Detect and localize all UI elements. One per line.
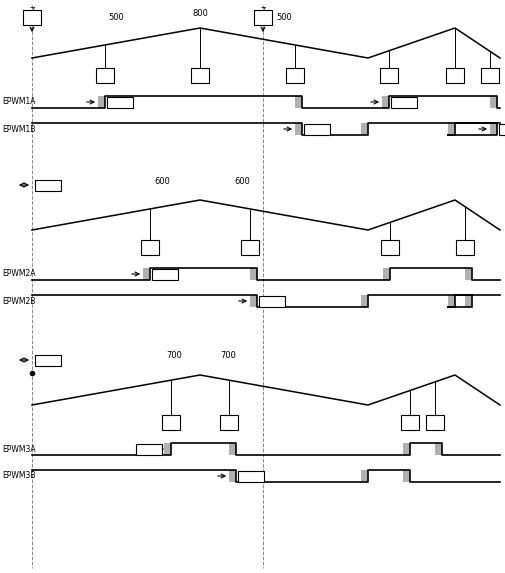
Text: RED: RED <box>141 445 157 453</box>
Text: EPWM2B: EPWM2B <box>2 296 35 305</box>
Bar <box>380 240 398 255</box>
Bar <box>402 443 409 455</box>
Bar <box>285 68 304 83</box>
Bar <box>447 295 454 307</box>
Text: 700: 700 <box>166 351 182 360</box>
Text: EPWM3B: EPWM3B <box>2 472 35 481</box>
Bar <box>381 96 388 108</box>
Text: FED: FED <box>243 472 258 481</box>
Bar <box>249 268 257 280</box>
Text: CA: CA <box>485 70 493 74</box>
Text: CA: CA <box>245 242 254 247</box>
Bar <box>447 123 454 135</box>
Text: Z: Z <box>260 7 265 17</box>
Bar <box>455 240 473 255</box>
Bar <box>294 96 301 108</box>
Bar <box>294 123 301 135</box>
Text: CA: CA <box>166 417 175 422</box>
Bar <box>434 443 441 455</box>
Bar <box>152 269 178 280</box>
Text: FED: FED <box>264 296 279 305</box>
Bar <box>190 68 209 83</box>
Text: CA: CA <box>460 242 468 247</box>
Bar <box>379 68 397 83</box>
Bar <box>402 470 409 482</box>
Text: I: I <box>262 14 264 23</box>
Text: CA: CA <box>145 242 154 247</box>
Text: RED: RED <box>157 269 173 278</box>
Text: Z: Z <box>29 7 34 17</box>
Text: EPWM1A: EPWM1A <box>2 97 35 107</box>
Text: P
A: P A <box>197 69 201 80</box>
Bar <box>425 415 443 430</box>
Text: FED: FED <box>503 124 505 134</box>
Text: 800: 800 <box>192 10 208 18</box>
Text: EPWM2A: EPWM2A <box>2 269 35 278</box>
Bar <box>360 123 367 135</box>
Text: I: I <box>31 14 33 23</box>
Text: Φ3=0: Φ3=0 <box>37 355 59 364</box>
Text: 700: 700 <box>220 351 235 360</box>
Bar <box>98 96 105 108</box>
Text: CA: CA <box>224 417 233 422</box>
Text: EPWM1B: EPWM1B <box>2 124 35 134</box>
Text: 500: 500 <box>276 14 291 22</box>
Text: 500: 500 <box>108 14 124 22</box>
Text: 600: 600 <box>154 176 170 186</box>
Text: RED: RED <box>112 97 128 107</box>
Bar <box>229 470 235 482</box>
Bar <box>164 443 171 455</box>
Bar <box>220 415 237 430</box>
Bar <box>240 240 259 255</box>
Bar <box>143 268 149 280</box>
Text: CA: CA <box>384 70 392 74</box>
Bar <box>229 443 235 455</box>
Bar <box>464 268 471 280</box>
Text: CA: CA <box>405 417 414 422</box>
Text: CA: CA <box>430 417 438 422</box>
Bar <box>136 444 162 454</box>
Bar <box>23 10 41 25</box>
Bar <box>35 355 61 366</box>
Text: CA: CA <box>385 242 393 247</box>
Bar <box>249 295 257 307</box>
Text: 600: 600 <box>234 176 249 186</box>
Bar <box>360 470 367 482</box>
Text: EPWM3A: EPWM3A <box>2 445 35 453</box>
Text: CA: CA <box>100 70 109 74</box>
Bar <box>107 96 133 108</box>
Bar <box>498 124 505 135</box>
Bar <box>259 296 284 307</box>
Bar <box>162 415 180 430</box>
Bar <box>254 10 272 25</box>
Text: CA: CA <box>290 70 299 74</box>
Bar <box>400 415 418 430</box>
Bar <box>489 123 496 135</box>
Text: FED: FED <box>309 124 324 134</box>
Bar <box>480 68 498 83</box>
Bar <box>35 179 61 190</box>
Text: Φ2=0: Φ2=0 <box>37 180 59 190</box>
Text: P
A: P A <box>452 69 456 80</box>
Bar <box>96 68 114 83</box>
Text: RED: RED <box>395 97 411 107</box>
Bar <box>141 240 159 255</box>
Bar <box>489 96 496 108</box>
Bar <box>464 295 471 307</box>
Bar <box>445 68 463 83</box>
Bar <box>237 470 264 481</box>
Bar <box>360 295 367 307</box>
Bar <box>304 124 329 135</box>
Bar <box>390 96 416 108</box>
Bar <box>382 268 389 280</box>
